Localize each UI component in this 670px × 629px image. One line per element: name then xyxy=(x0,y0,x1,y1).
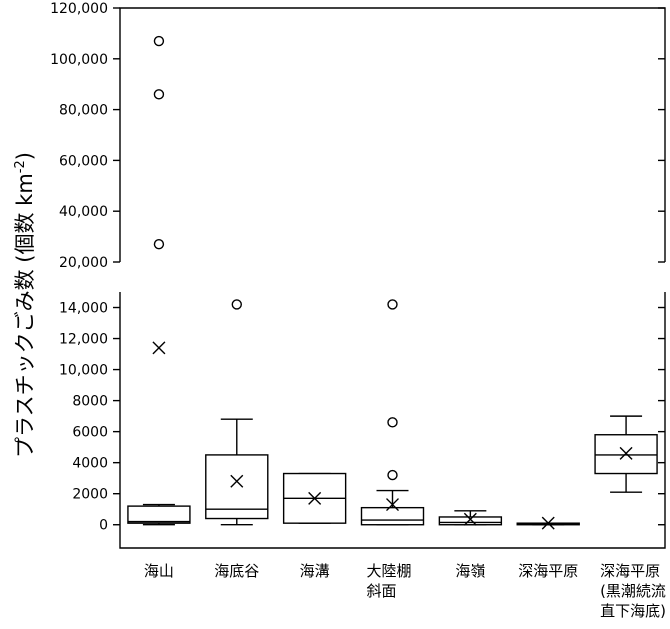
mean-marker xyxy=(619,446,633,460)
mean-marker xyxy=(308,491,322,505)
y-axis-label-text: プラスチックごみ数 (個数 km xyxy=(13,173,37,458)
mean-marker xyxy=(463,512,477,526)
box-iqr xyxy=(360,506,425,526)
box-group xyxy=(127,35,191,526)
y-tick-label: 120,000 xyxy=(50,1,108,17)
x-category-label: 海溝 xyxy=(300,562,330,580)
box-group xyxy=(438,510,503,526)
y-tick-label: 40,000 xyxy=(59,204,108,220)
mean-marker xyxy=(230,474,244,488)
mean-marker xyxy=(386,498,399,512)
outlier-point xyxy=(153,239,165,250)
box-group xyxy=(360,299,425,526)
outlier-point xyxy=(153,89,165,100)
outlier-point xyxy=(387,299,398,310)
box-iqr xyxy=(127,505,191,524)
box-marks xyxy=(127,35,658,530)
plot-frames xyxy=(119,7,666,549)
y-tick-label: 20,000 xyxy=(59,255,108,271)
x-category-label: 海嶺 xyxy=(455,562,485,580)
lower-panel-frame xyxy=(119,292,666,549)
x-category-label: 深海平原 xyxy=(518,562,578,580)
y-tick-label: 80,000 xyxy=(59,103,108,119)
y-tick-label: 8000 xyxy=(72,394,108,410)
x-category-label: 海底谷 xyxy=(214,562,259,580)
y-tick-label: 10,000 xyxy=(59,363,108,379)
y-axis-label-close: ) xyxy=(13,152,37,160)
outlier-point xyxy=(387,417,398,428)
mean-marker xyxy=(541,516,555,530)
box-group xyxy=(282,472,347,524)
y-tick-label: 14,000 xyxy=(59,301,108,317)
box-iqr xyxy=(438,516,503,526)
x-category-label: 大陸棚 xyxy=(367,562,412,580)
y-tick-label: 0 xyxy=(99,518,108,534)
y-tick-label: 6000 xyxy=(72,425,108,441)
y-axis-label-superscript: -2 xyxy=(13,160,28,173)
x-category-label: 斜面 xyxy=(367,582,397,600)
outlier-point xyxy=(231,299,242,310)
x-category-label: (黒潮続流 xyxy=(600,582,666,600)
box-iqr xyxy=(205,454,269,520)
box-group xyxy=(516,516,580,530)
upper-panel-frame xyxy=(119,7,666,262)
y-tick-label: 100,000 xyxy=(50,52,108,68)
y-tick-label: 12,000 xyxy=(59,332,108,348)
box-group xyxy=(594,415,658,493)
outlier-point xyxy=(153,35,165,47)
mean-marker xyxy=(152,341,166,355)
y-tick-label: 60,000 xyxy=(59,153,108,169)
outlier-point xyxy=(387,469,398,481)
box-group xyxy=(205,299,269,526)
x-category-label: 海山 xyxy=(144,562,174,580)
y-tick-label: 4000 xyxy=(72,456,108,472)
y-axis-label: プラスチックごみ数 (個数 km-2) xyxy=(13,152,37,458)
axis-labels: 20,000 40,000 60,000 80,000 100,000 120,000 0 2… xyxy=(50,1,666,620)
x-category-label: 深海平原 xyxy=(600,562,660,580)
axis-ticks xyxy=(113,7,665,526)
y-tick-label: 2000 xyxy=(72,487,108,503)
x-category-label: 直下海底) xyxy=(600,602,666,620)
